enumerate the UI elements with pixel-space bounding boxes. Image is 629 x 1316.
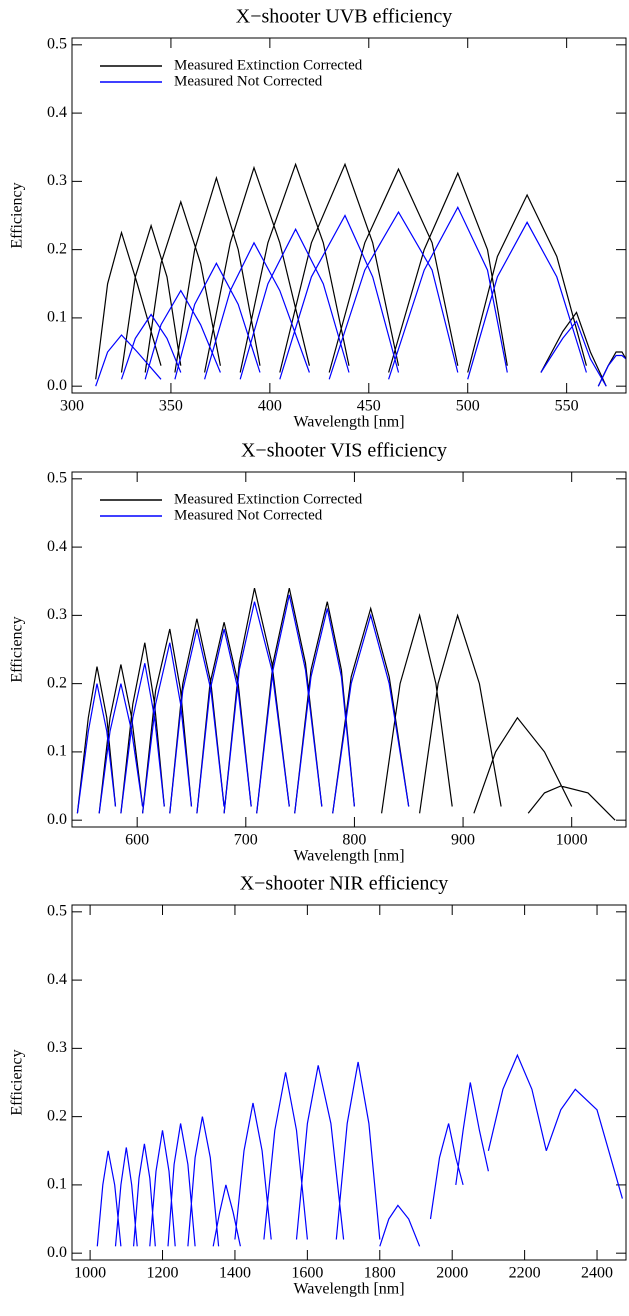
y-tick-label: 0.2 xyxy=(47,674,67,691)
x-axis-label: Wavelength [nm] xyxy=(293,414,404,431)
x-tick-label: 1200 xyxy=(147,1265,179,1282)
y-tick-label: 0.0 xyxy=(47,377,67,394)
y-tick-label: 0.2 xyxy=(47,240,67,257)
series-line xyxy=(76,594,410,814)
x-tick-label: 1400 xyxy=(219,1265,251,1282)
x-axis-label: Wavelength [nm] xyxy=(293,848,404,865)
series-line xyxy=(95,162,626,387)
chart-title: X−shooter NIR efficiency xyxy=(240,873,449,895)
y-tick-label: 0.0 xyxy=(47,811,67,828)
y-tick-label: 0.1 xyxy=(47,743,67,760)
legend-label: Measured Not Corrected xyxy=(174,73,323,89)
x-tick-label: 1600 xyxy=(291,1265,323,1282)
y-tick-label: 0.5 xyxy=(47,469,67,486)
y-tick-label: 0.1 xyxy=(47,309,67,326)
y-tick-label: 0.1 xyxy=(47,1176,67,1193)
series-line xyxy=(76,587,616,821)
y-tick-label: 0.4 xyxy=(47,971,67,988)
x-tick-label: 450 xyxy=(357,398,381,415)
y-tick-label: 0.0 xyxy=(47,1244,67,1261)
y-axis-label: Efficiency xyxy=(9,616,26,682)
x-tick-label: 600 xyxy=(125,832,149,849)
x-tick-label: 2400 xyxy=(581,1265,613,1282)
x-tick-label: 2000 xyxy=(436,1265,468,1282)
series-line xyxy=(95,205,626,387)
plot-frame xyxy=(71,37,627,394)
x-tick-label: 800 xyxy=(342,832,366,849)
y-tick-label: 0.3 xyxy=(47,172,67,189)
chart-title: X−shooter UVB efficiency xyxy=(236,6,452,28)
x-tick-label: 400 xyxy=(258,398,282,415)
x-tick-label: 1800 xyxy=(364,1265,396,1282)
x-tick-label: 700 xyxy=(234,832,258,849)
y-axis-label: Efficiency xyxy=(9,1049,26,1115)
y-tick-label: 0.5 xyxy=(47,902,67,919)
x-tick-label: 1000 xyxy=(74,1265,106,1282)
y-axis-label: Efficiency xyxy=(9,182,26,248)
x-tick-label: 300 xyxy=(60,398,84,415)
y-tick-label: 0.5 xyxy=(47,35,67,52)
y-tick-label: 0.3 xyxy=(47,606,67,623)
x-tick-label: 500 xyxy=(456,398,480,415)
x-tick-label: 2200 xyxy=(509,1265,541,1282)
y-tick-label: 0.2 xyxy=(47,1107,67,1124)
legend-label: Measured Extinction Corrected xyxy=(174,491,363,507)
x-tick-label: 900 xyxy=(451,832,475,849)
series-line xyxy=(96,1053,623,1247)
legend-label: Measured Not Corrected xyxy=(174,507,323,523)
plot-frame xyxy=(71,471,627,828)
y-tick-label: 0.4 xyxy=(47,104,67,121)
legend-label: Measured Extinction Corrected xyxy=(174,57,363,73)
chart-title: X−shooter VIS efficiency xyxy=(241,440,447,462)
y-tick-label: 0.4 xyxy=(47,538,67,555)
x-tick-label: 350 xyxy=(159,398,183,415)
plot-frame xyxy=(71,904,627,1261)
y-tick-label: 0.3 xyxy=(47,1039,67,1056)
x-axis-label: Wavelength [nm] xyxy=(293,1281,404,1298)
x-tick-label: 550 xyxy=(555,398,579,415)
x-tick-label: 1000 xyxy=(556,832,588,849)
